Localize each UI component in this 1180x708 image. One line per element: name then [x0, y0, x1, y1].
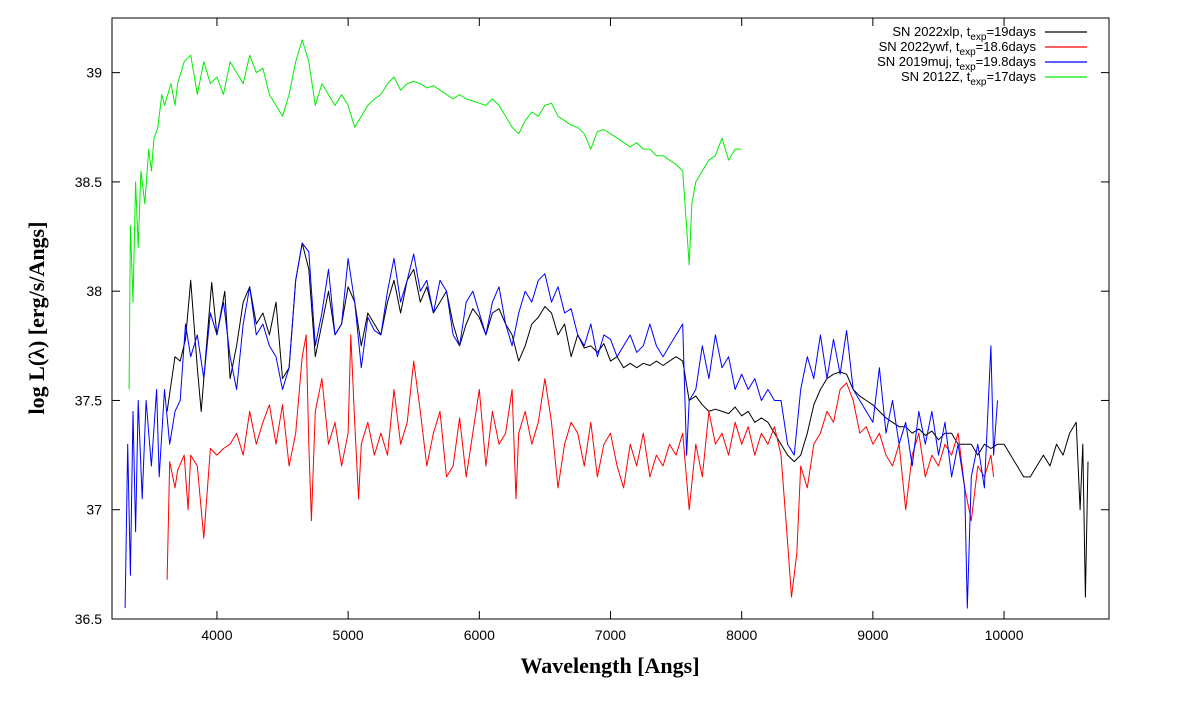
x-tick-label: 9000	[857, 627, 888, 643]
x-tick-label: 8000	[726, 627, 757, 643]
x-tick-label: 4000	[201, 627, 232, 643]
series-line-2	[124, 242, 998, 609]
x-tick-label: 6000	[464, 627, 495, 643]
y-tick-label: 37.5	[75, 392, 102, 408]
y-tick-label: 37	[86, 502, 102, 518]
x-tick-label: 7000	[595, 627, 626, 643]
x-tick-label: 10000	[985, 627, 1024, 643]
legend-label-0: SN 2022xlp, texp=19days	[892, 24, 1036, 43]
y-tick-label: 38.5	[75, 174, 102, 190]
y-tick-label: 36.5	[75, 611, 102, 627]
y-axis-ticks: 36.5 37 37.5 38 38.5 39	[75, 65, 1109, 627]
legend-label-3: SN 2012Z, texp=17days	[901, 69, 1037, 88]
x-tick-label: 5000	[333, 627, 364, 643]
legend-label-2: SN 2019muj, texp=19.8days	[877, 54, 1036, 73]
y-tick-label: 39	[86, 65, 102, 81]
x-axis-ticks: 4000 5000 6000 7000 8000 9000 10000	[201, 18, 1024, 643]
plot-frame	[111, 17, 1110, 620]
y-axis-title: log L(λ) [erg/s/Angs]	[24, 222, 49, 415]
legend-label-1: SN 2022ywf, texp=18.6days	[879, 39, 1037, 58]
y-tick-label: 38	[86, 283, 102, 299]
x-axis-title: Wavelength [Angs]	[520, 653, 699, 678]
plot-lines	[124, 39, 1089, 609]
series-line-1	[166, 334, 995, 598]
series-line-0	[166, 242, 1089, 598]
series-line-3	[128, 39, 742, 390]
